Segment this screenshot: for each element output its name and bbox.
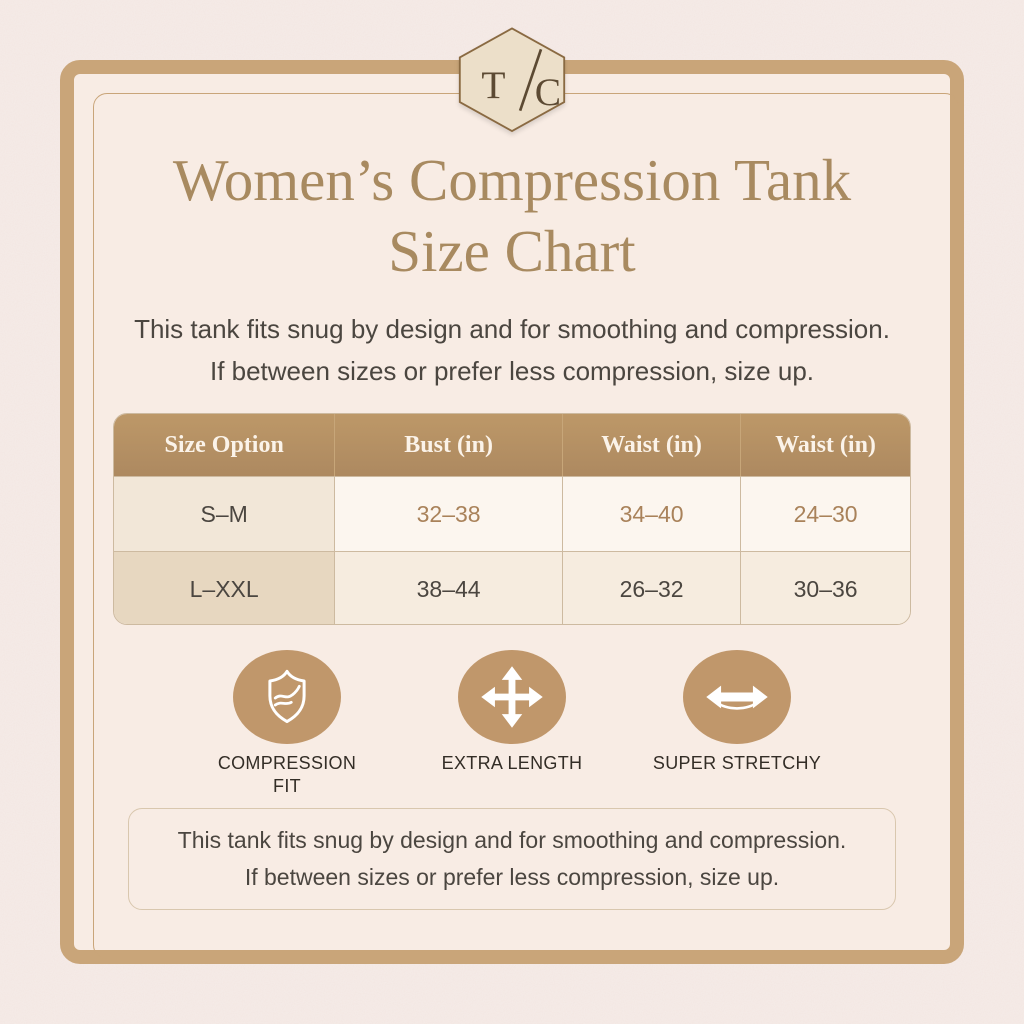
svg-text:C: C	[535, 70, 561, 114]
svg-text:T: T	[481, 63, 505, 107]
